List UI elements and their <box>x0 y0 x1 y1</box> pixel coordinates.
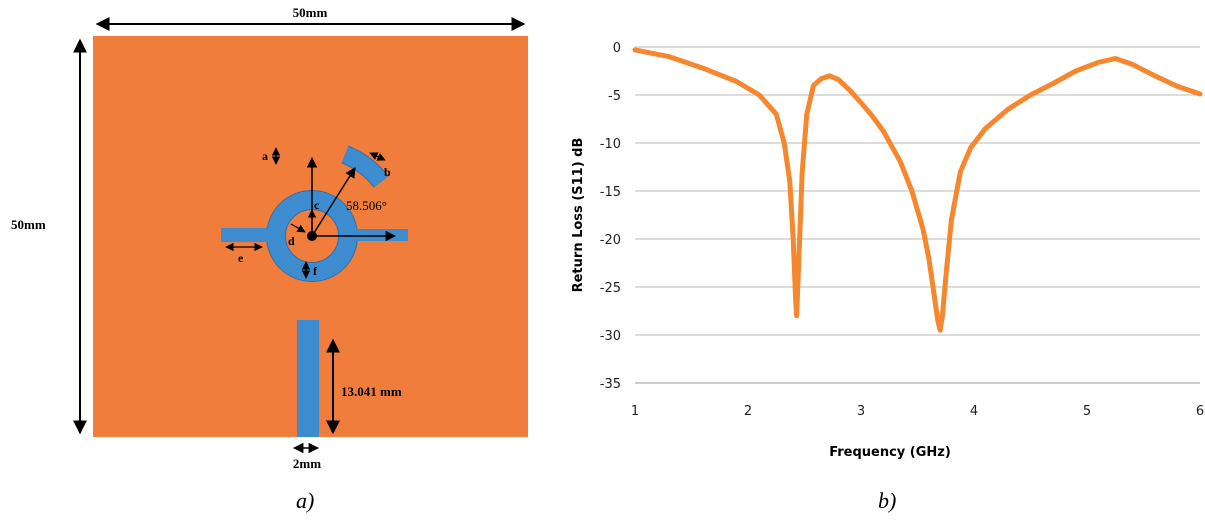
y-tick-label: -10 <box>600 137 621 152</box>
caption-b: b) <box>878 488 897 513</box>
chart-panel: 0 -5 -10 -15 -20 -25 -30 -35 1 2 3 4 5 6 Frequency (… <box>560 0 1205 519</box>
antenna-panel: 50mm 50mm 2mm 13.041 mm 58.506° a b c d … <box>0 0 560 519</box>
left-connector <box>221 228 277 242</box>
param-e-label: e <box>238 251 244 265</box>
antenna-diagram: 50mm 50mm 2mm 13.041 mm 58.506° a b c d … <box>11 5 528 471</box>
x-tick-label: 5 <box>1083 404 1091 419</box>
x-tick-label: 4 <box>970 404 978 419</box>
s11-chart: 0 -5 -10 -15 -20 -25 -30 -35 1 2 3 4 5 6 Frequency (… <box>571 41 1204 460</box>
angle-arrow <box>311 167 356 237</box>
caption-a: a) <box>296 488 315 513</box>
y-tick-label: -35 <box>600 377 621 392</box>
width-label: 50mm <box>293 5 328 20</box>
x-tick-label: 6 <box>1196 404 1204 419</box>
param-a-label: a <box>262 149 268 163</box>
y-tick-label: -25 <box>600 281 621 296</box>
param-d-arrow <box>290 223 306 233</box>
y-axis-title: Return Loss (S11) dB <box>571 138 586 293</box>
gridlines <box>635 46 1200 384</box>
y-tick-labels: 0 -5 -10 -15 -20 -25 -30 -35 <box>600 41 621 392</box>
feed-line <box>297 320 319 437</box>
y-tick-label: 0 <box>613 41 621 56</box>
series-line <box>632 47 1203 333</box>
x-axis-title: Frequency (GHz) <box>829 445 951 460</box>
y-tick-label: -30 <box>600 329 621 344</box>
param-d-label: d <box>288 234 295 248</box>
x-tick-label: 1 <box>631 404 639 419</box>
right-stub <box>346 229 408 241</box>
x-tick-labels: 1 2 3 4 5 6 <box>631 404 1204 419</box>
height-label: 50mm <box>11 217 46 232</box>
feed-length-label: 13.041 mm <box>341 384 402 399</box>
outer-ring <box>341 146 388 188</box>
y-tick-label: -15 <box>600 185 621 200</box>
y-tick-label: -5 <box>608 89 621 104</box>
param-c-label: c <box>314 198 320 212</box>
param-b-arrow <box>369 152 386 161</box>
param-f-label: f <box>313 264 318 278</box>
feed-width-label: 2mm <box>293 456 321 471</box>
x-tick-label: 3 <box>857 404 865 419</box>
series-group <box>632 47 1203 333</box>
x-tick-label: 2 <box>744 404 752 419</box>
param-b-label: b <box>384 165 391 179</box>
y-tick-label: -20 <box>600 233 621 248</box>
angle-label: 58.506° <box>346 198 387 213</box>
